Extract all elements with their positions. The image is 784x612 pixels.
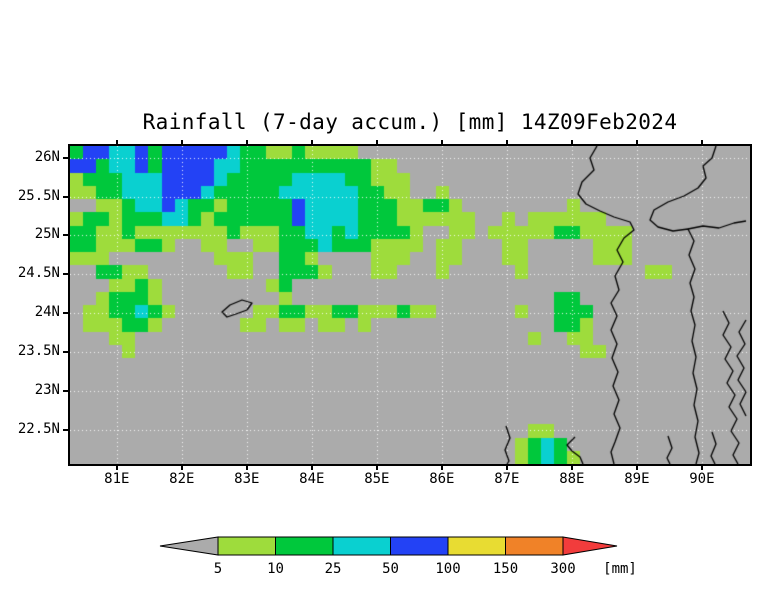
lon-tick-bottom [635,464,638,470]
lon-tick-top [375,140,378,145]
legend-segment [505,536,564,556]
map-plot-frame [68,144,752,466]
rainfall-heatmap-canvas [70,146,750,464]
legend-segment [447,536,506,556]
lon-tick-label: 82E [169,471,195,487]
lon-tick-top [700,140,703,145]
legend-threshold-label: 150 [493,561,518,577]
lon-tick-label: 88E [559,471,585,487]
lat-tick-label: 22.5N [17,420,60,437]
lon-tick-top [570,140,573,145]
lon-tick-top [505,140,508,145]
legend-threshold-label: 50 [382,561,399,577]
lon-tick-top [115,140,118,145]
lat-tick-left [63,273,69,276]
lon-tick-label: 85E [364,471,390,487]
lon-tick-label: 84E [299,471,325,487]
legend-underflow-arrow [159,536,219,556]
lat-tick-label: 24.5N [17,265,60,282]
lat-tick-left [63,156,69,159]
lon-tick-bottom [700,464,703,470]
legend-threshold-label: 300 [550,561,575,577]
legend-overflow-arrow [562,536,618,556]
legend-segment [332,536,391,556]
lon-tick-bottom [375,464,378,470]
legend-svg: 5 10 25 50 100 150 300 [mm] [159,536,637,577]
legend-segment [390,536,449,556]
lon-tick-bottom [245,464,248,470]
legend-unit-label: [mm] [603,561,637,577]
lat-tick-label: 24N [34,304,60,321]
lon-tick-bottom [180,464,183,470]
lat-tick-left [63,351,69,354]
lon-tick-label: 87E [494,471,520,487]
lat-tick-label: 25N [34,226,60,243]
lat-tick-label: 25.5N [17,187,60,204]
lat-tick-left [63,428,69,431]
legend-segment [217,536,276,556]
lat-tick-label: 26N [34,148,60,165]
lon-tick-label: 90E [689,471,715,487]
lon-tick-label: 86E [429,471,455,487]
lon-tick-bottom [440,464,443,470]
lon-tick-label: 83E [234,471,260,487]
lon-tick-top [310,140,313,145]
lon-tick-label: 81E [104,471,130,487]
lon-tick-top [245,140,248,145]
legend-threshold-label: 10 [267,561,284,577]
lon-tick-bottom [310,464,313,470]
legend-colorbar: 5 10 25 50 100 150 300 [mm] [0,528,784,588]
legend-threshold-label: 100 [435,561,460,577]
lon-tick-top [635,140,638,145]
lat-tick-left [63,312,69,315]
lon-tick-bottom [115,464,118,470]
chart-title: Rainfall (7-day accum.) [mm] 14Z09Feb202… [142,110,678,134]
lon-tick-bottom [505,464,508,470]
lon-tick-bottom [570,464,573,470]
lat-tick-label: 23.5N [17,343,60,360]
lon-tick-top [180,140,183,145]
lat-tick-left [63,234,69,237]
lat-tick-left [63,389,69,392]
lat-tick-label: 23N [34,381,60,398]
legend-threshold-label: 5 [214,561,222,577]
lon-tick-label: 89E [624,471,650,487]
legend-segment [275,536,334,556]
lat-tick-left [63,195,69,198]
lon-tick-top [440,140,443,145]
legend-threshold-label: 25 [325,561,342,577]
